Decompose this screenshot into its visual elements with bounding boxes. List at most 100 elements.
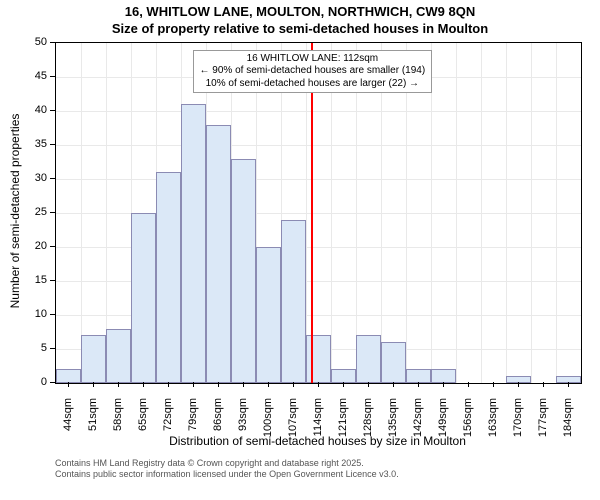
histogram-bar [231, 159, 256, 383]
y-tick-mark [50, 314, 55, 315]
histogram-bar [406, 369, 431, 383]
x-tick-mark [543, 382, 544, 387]
histogram-bar [56, 369, 81, 383]
x-tick-mark [93, 382, 94, 387]
x-tick-mark [368, 382, 369, 387]
x-tick-label: 79sqm [187, 398, 199, 443]
histogram-bar [356, 335, 381, 383]
gridline-vertical [406, 43, 407, 383]
y-tick-label: 25 [25, 206, 47, 218]
y-tick-label: 30 [25, 172, 47, 184]
gridline-vertical [81, 43, 82, 383]
gridline-vertical [506, 43, 507, 383]
gridline-vertical [381, 43, 382, 383]
histogram-bar [306, 335, 331, 383]
histogram-bar [556, 376, 581, 383]
y-tick-label: 15 [25, 274, 47, 286]
x-tick-label: 51sqm [87, 398, 99, 443]
x-tick-label: 163sqm [487, 398, 499, 443]
plot-area: 16 WHITLOW LANE: 112sqm← 90% of semi-det… [55, 42, 582, 384]
histogram-bar [381, 342, 406, 383]
x-tick-label: 44sqm [62, 398, 74, 443]
annotation-box: 16 WHITLOW LANE: 112sqm← 90% of semi-det… [193, 50, 433, 94]
x-tick-label: 184sqm [562, 398, 574, 443]
y-tick-mark [50, 144, 55, 145]
x-tick-mark [468, 382, 469, 387]
x-tick-label: 128sqm [362, 398, 374, 443]
x-tick-label: 177sqm [537, 398, 549, 443]
footer-line-1: Contains HM Land Registry data © Crown c… [55, 458, 399, 469]
histogram-bar [181, 104, 206, 383]
gridline-vertical [431, 43, 432, 383]
histogram-bar [106, 329, 131, 383]
y-tick-mark [50, 280, 55, 281]
gridline-vertical [556, 43, 557, 383]
y-tick-mark [50, 212, 55, 213]
y-tick-label: 20 [25, 240, 47, 252]
y-tick-label: 0 [25, 376, 47, 388]
footer-attribution: Contains HM Land Registry data © Crown c… [55, 458, 399, 481]
x-tick-mark [168, 382, 169, 387]
y-tick-label: 40 [25, 104, 47, 116]
histogram-bar [281, 220, 306, 383]
histogram-bar [206, 125, 231, 383]
x-tick-mark [143, 382, 144, 387]
y-tick-label: 50 [25, 36, 47, 48]
x-tick-mark [443, 382, 444, 387]
x-tick-label: 135sqm [387, 398, 399, 443]
y-axis-label: Number of semi-detached properties [8, 41, 22, 381]
y-tick-label: 10 [25, 308, 47, 320]
x-tick-mark [118, 382, 119, 387]
y-tick-mark [50, 246, 55, 247]
gridline-vertical [331, 43, 332, 383]
y-tick-mark [50, 382, 55, 383]
chart-container: 16, WHITLOW LANE, MOULTON, NORTHWICH, CW… [0, 0, 600, 500]
x-tick-mark [568, 382, 569, 387]
histogram-bar [156, 172, 181, 383]
annotation-line-1: 16 WHITLOW LANE: 112sqm [200, 53, 426, 66]
x-tick-mark [518, 382, 519, 387]
x-tick-mark [318, 382, 319, 387]
y-tick-mark [50, 110, 55, 111]
histogram-bar [331, 369, 356, 383]
y-tick-label: 35 [25, 138, 47, 150]
x-tick-label: 93sqm [237, 398, 249, 443]
gridline-horizontal [56, 179, 581, 180]
x-tick-label: 86sqm [212, 398, 224, 443]
footer-line-2: Contains public sector information licen… [55, 469, 399, 480]
x-tick-label: 121sqm [337, 398, 349, 443]
gridline-vertical [531, 43, 532, 383]
y-tick-mark [50, 348, 55, 349]
reference-line [311, 43, 313, 383]
chart-title: 16, WHITLOW LANE, MOULTON, NORTHWICH, CW… [0, 0, 600, 38]
histogram-bar [81, 335, 106, 383]
x-tick-label: 58sqm [112, 398, 124, 443]
x-tick-label: 156sqm [462, 398, 474, 443]
annotation-line-2: ← 90% of semi-detached houses are smalle… [200, 65, 426, 78]
y-tick-mark [50, 178, 55, 179]
gridline-vertical [481, 43, 482, 383]
x-tick-label: 107sqm [287, 398, 299, 443]
histogram-bar [256, 247, 281, 383]
x-tick-mark [418, 382, 419, 387]
x-tick-mark [218, 382, 219, 387]
x-tick-mark [493, 382, 494, 387]
gridline-vertical [356, 43, 357, 383]
x-tick-label: 72sqm [162, 398, 174, 443]
title-line-2: Size of property relative to semi-detach… [0, 21, 600, 38]
title-line-1: 16, WHITLOW LANE, MOULTON, NORTHWICH, CW… [0, 4, 600, 21]
x-tick-label: 114sqm [312, 398, 324, 443]
histogram-bar [506, 376, 531, 383]
x-tick-label: 65sqm [137, 398, 149, 443]
gridline-horizontal [56, 145, 581, 146]
x-tick-mark [393, 382, 394, 387]
y-tick-mark [50, 42, 55, 43]
x-tick-mark [243, 382, 244, 387]
histogram-bar [131, 213, 156, 383]
y-tick-label: 5 [25, 342, 47, 354]
x-tick-mark [68, 382, 69, 387]
x-tick-label: 170sqm [512, 398, 524, 443]
histogram-bar [431, 369, 456, 383]
annotation-line-3: 10% of semi-detached houses are larger (… [200, 78, 426, 91]
gridline-horizontal [56, 111, 581, 112]
